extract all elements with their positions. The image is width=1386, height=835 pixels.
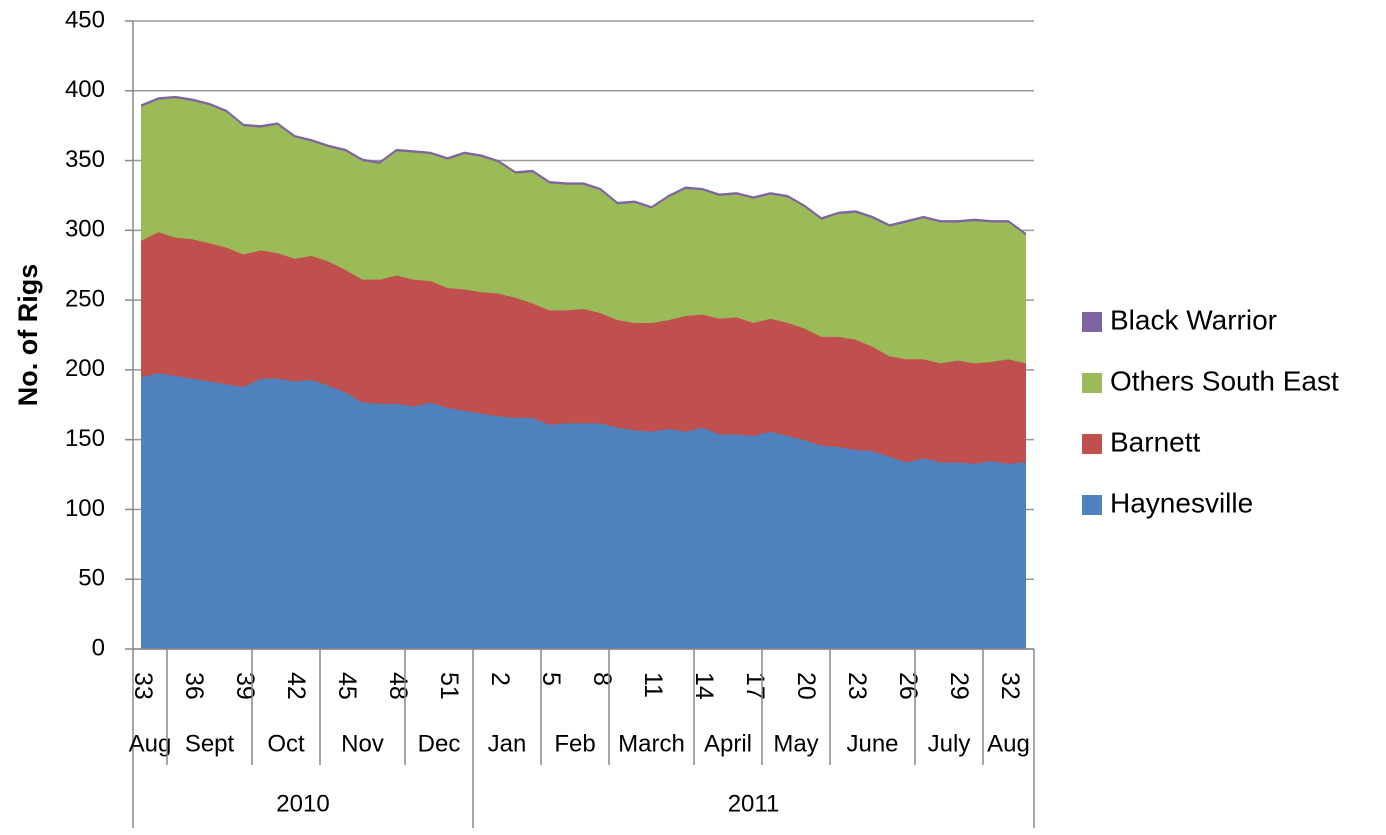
x-tick-label: 5 [537, 672, 565, 686]
legend-label: Barnett [1110, 426, 1200, 457]
month-label: Aug [987, 730, 1030, 757]
x-tick-label: 51 [435, 672, 463, 700]
legend-swatch [1082, 312, 1102, 332]
x-tick-label: 2 [486, 672, 514, 686]
x-tick-label: 11 [639, 672, 667, 698]
x-tick-label: 39 [231, 672, 259, 700]
legend-label: Others South East [1110, 365, 1339, 396]
legend-label: Black Warrior [1110, 304, 1277, 335]
legend-label: Haynesville [1110, 487, 1253, 518]
month-label: Oct [267, 730, 305, 757]
y-tick-label: 0 [92, 634, 105, 661]
y-tick-label: 450 [65, 6, 105, 33]
month-label: March [618, 730, 685, 757]
y-tick-label: 400 [65, 76, 105, 103]
legend-swatch [1082, 373, 1102, 393]
year-label: 2011 [728, 790, 780, 817]
y-tick-label: 150 [65, 425, 105, 452]
x-tick-label: 48 [384, 672, 412, 700]
y-tick-label: 200 [65, 355, 105, 382]
x-tick-label: 42 [282, 672, 310, 700]
x-tick-label: 32 [996, 672, 1024, 700]
y-tick-label: 100 [65, 495, 105, 522]
legend-swatch [1082, 434, 1102, 454]
x-tick-label: 45 [333, 672, 361, 700]
month-label: Nov [341, 730, 384, 757]
area [141, 95, 1026, 236]
year-label: 2010 [276, 790, 329, 817]
month-label: June [846, 730, 898, 757]
month-label: Sept [185, 730, 235, 757]
y-tick-label: 300 [65, 216, 105, 243]
month-label: Dec [418, 730, 461, 757]
x-tick-label: 23 [843, 672, 871, 700]
month-label: April [704, 730, 752, 757]
month-label: May [773, 730, 818, 757]
y-tick-label: 350 [65, 146, 105, 173]
x-tick-label: 20 [792, 672, 820, 700]
month-label: Aug [129, 730, 172, 757]
month-label: Feb [554, 730, 595, 757]
y-tick-label: 50 [78, 565, 105, 592]
y-axis-title: No. of Rigs [13, 264, 43, 407]
x-tick-label: 17 [741, 672, 769, 700]
x-tick-label: 36 [180, 672, 208, 700]
y-tick-label: 250 [65, 285, 105, 312]
month-label: Jan [488, 730, 527, 757]
month-label: July [928, 730, 971, 757]
legend-swatch [1082, 495, 1102, 515]
x-tick-label: 8 [588, 672, 616, 686]
x-tick-label: 26 [894, 672, 922, 700]
x-tick-label: 29 [945, 672, 973, 700]
